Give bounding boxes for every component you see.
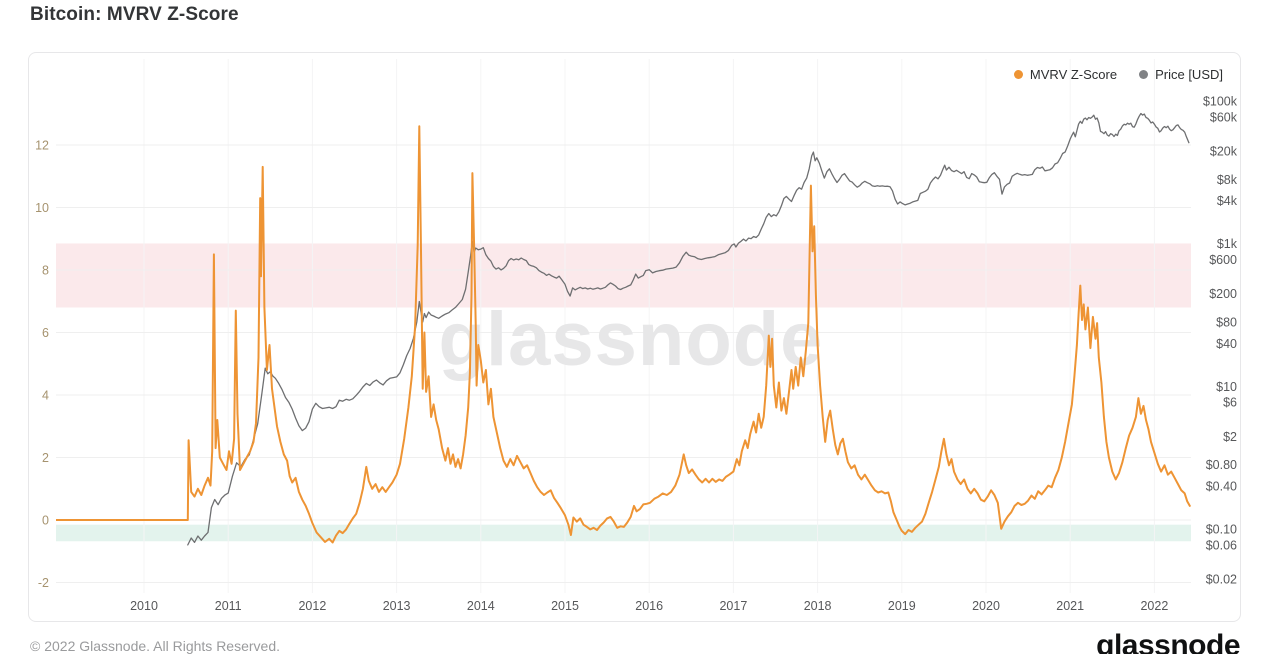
x-axis-year-label: 2017 bbox=[719, 599, 747, 613]
right-axis-tick-label: $8k bbox=[1217, 173, 1238, 187]
price-legend-dot-icon bbox=[1139, 70, 1149, 79]
overvalued-zone-band bbox=[56, 243, 1191, 308]
x-axis-year-label: 2012 bbox=[298, 599, 326, 613]
x-axis-year-label: 2010 bbox=[130, 599, 158, 613]
right-axis-tick-label: $80 bbox=[1216, 315, 1237, 329]
left-axis-tick-label: 10 bbox=[35, 201, 49, 215]
legend-item-price[interactable]: Price [USD] bbox=[1139, 67, 1223, 82]
x-axis-year-label: 2014 bbox=[467, 599, 495, 613]
mvrv-zscore-line bbox=[56, 125, 1191, 544]
x-axis-year-label: 2018 bbox=[804, 599, 832, 613]
right-axis-tick-label: $40 bbox=[1216, 337, 1237, 351]
right-axis-tick-label: $1k bbox=[1217, 237, 1238, 251]
left-axis-tick-label: 6 bbox=[42, 326, 49, 340]
chart-legend: MVRV Z-Score Price [USD] bbox=[1013, 67, 1223, 82]
right-axis-tick-label: $600 bbox=[1209, 253, 1237, 267]
chart-card: MVRV Z-Score Price [USD] glassnode -2 0 2 4 6… bbox=[28, 52, 1241, 622]
x-axis-year-label: 2021 bbox=[1056, 599, 1084, 613]
x-axis-year-label: 2020 bbox=[972, 599, 1000, 613]
left-axis-tick-label: 0 bbox=[42, 514, 49, 528]
right-axis-tick-label: $0.10 bbox=[1206, 523, 1237, 537]
left-axis-tick-label: 12 bbox=[35, 139, 49, 153]
glassnode-watermark: glassnode bbox=[439, 297, 824, 382]
right-axis-tick-label: $2 bbox=[1223, 430, 1237, 444]
right-axis-tick-label: $0.80 bbox=[1206, 458, 1237, 472]
right-axis-tick-label: $6 bbox=[1223, 396, 1237, 410]
price-line bbox=[187, 112, 1190, 546]
left-axis-tick-label: 8 bbox=[42, 264, 49, 278]
left-axis-tick-label: 2 bbox=[42, 451, 49, 465]
x-axis-year-label: 2011 bbox=[215, 599, 242, 613]
right-axis-tick-label: $60k bbox=[1210, 110, 1238, 124]
mvrv-zscore-chart: glassnode -2 0 2 4 6 8 10 12 $100k$60k $20k $8k $4k $… bbox=[35, 59, 1238, 613]
left-axis-tick-label: 4 bbox=[42, 389, 49, 403]
right-axis-tick-label: $0.02 bbox=[1206, 572, 1237, 586]
x-axis-year-label: 2019 bbox=[888, 599, 916, 613]
mvrv-legend-label: MVRV Z-Score bbox=[1029, 67, 1118, 82]
left-axis-tick-label: -2 bbox=[38, 576, 49, 590]
right-axis-tick-label: $200 bbox=[1209, 287, 1237, 301]
right-axis-tick-label: $10 bbox=[1216, 380, 1237, 394]
page-title: Bitcoin: MVRV Z-Score bbox=[30, 4, 239, 25]
right-axis-tick-label: $0.06 bbox=[1206, 538, 1237, 552]
x-axis-year-label: 2015 bbox=[551, 599, 579, 613]
right-axis-tick-label: $20k bbox=[1210, 144, 1238, 158]
x-axis-year-label: 2013 bbox=[383, 599, 411, 613]
right-axis-tick-label: $0.40 bbox=[1206, 480, 1237, 494]
right-axis-tick-label: $4k bbox=[1217, 194, 1238, 208]
price-legend-label: Price [USD] bbox=[1155, 67, 1223, 82]
x-axis-year-label: 2016 bbox=[635, 599, 663, 613]
right-axis-tick-label: $100k bbox=[1203, 95, 1238, 109]
x-axis-year-label: 2022 bbox=[1140, 599, 1168, 613]
mvrv-legend-dot-icon bbox=[1013, 70, 1023, 79]
undervalued-zone-band bbox=[56, 524, 1191, 542]
copyright-text: © 2022 Glassnode. All Rights Reserved. bbox=[30, 638, 281, 654]
glassnode-logo: glassnode bbox=[1096, 629, 1240, 654]
legend-item-mvrv[interactable]: MVRV Z-Score bbox=[1013, 67, 1118, 82]
